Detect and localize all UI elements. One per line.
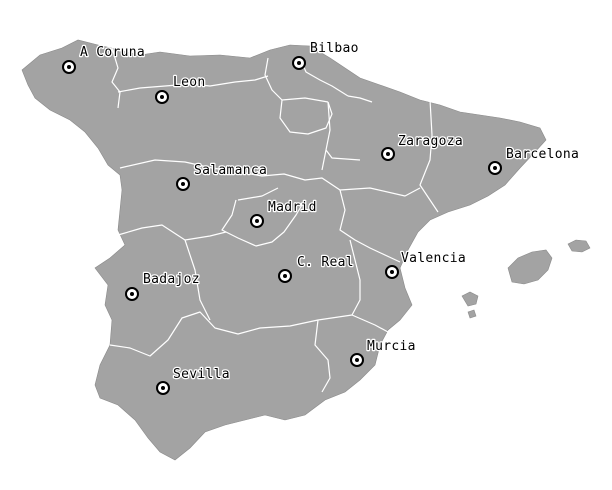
city-label-leon: Leon (173, 75, 206, 90)
ibiza-island (461, 291, 479, 307)
marker-badajoz[interactable] (125, 287, 139, 301)
city-labels: A Coruna Bilbao Leon Zaragoza Barcelona … (79, 40, 580, 384)
city-label-murcia: Murcia (367, 339, 416, 354)
city-label-zaragoza: Zaragoza (398, 134, 463, 149)
region-borders (109, 47, 439, 393)
marker-barcelona[interactable] (488, 161, 502, 175)
marker-zaragoza[interactable] (381, 147, 395, 161)
formentera-island (467, 309, 477, 319)
city-label-valencia: Valencia (401, 251, 466, 266)
city-markers (62, 56, 502, 395)
mallorca-island (507, 249, 553, 285)
city-label-a-coruna: A Coruna (80, 45, 145, 60)
marker-murcia[interactable] (350, 353, 364, 367)
marker-bilbao[interactable] (292, 56, 306, 70)
city-label-barcelona: Barcelona (506, 147, 579, 162)
marker-salamanca[interactable] (176, 177, 190, 191)
city-label-bilbao: Bilbao (310, 41, 359, 56)
city-label-c-real: C. Real (297, 255, 354, 270)
spain-mainland (21, 39, 547, 461)
city-label-salamanca: Salamanca (194, 163, 267, 178)
marker-c-real[interactable] (278, 269, 292, 283)
marker-leon[interactable] (155, 90, 169, 104)
marker-valencia[interactable] (385, 265, 399, 279)
marker-a-coruna[interactable] (62, 60, 76, 74)
menorca-island (567, 239, 591, 253)
city-label-sevilla: Sevilla (173, 367, 230, 382)
city-label-madrid: Madrid (268, 200, 317, 215)
marker-madrid[interactable] (250, 214, 264, 228)
city-label-badajoz: Badajoz (143, 272, 200, 287)
marker-sevilla[interactable] (156, 381, 170, 395)
